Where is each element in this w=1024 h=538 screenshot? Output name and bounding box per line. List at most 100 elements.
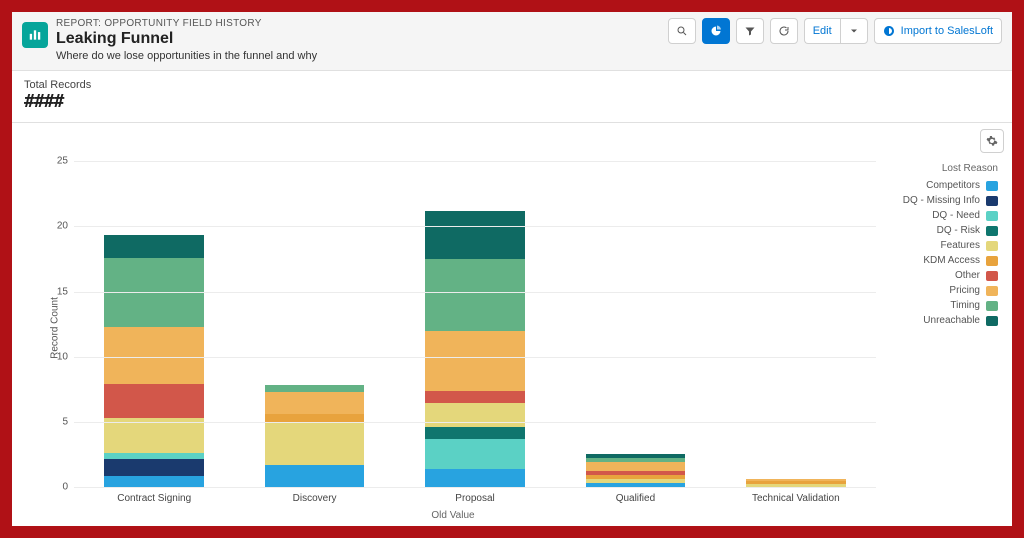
gridline (74, 226, 876, 227)
legend-item[interactable]: Competitors (886, 180, 998, 191)
bar-segment[interactable] (104, 235, 203, 258)
legend-item[interactable]: Timing (886, 300, 998, 311)
bar-segment[interactable] (425, 439, 524, 469)
legend-label: DQ - Risk (937, 225, 980, 236)
edit-button-group: Edit (804, 18, 868, 44)
legend-item[interactable]: Unreachable (886, 315, 998, 326)
bar-segment[interactable] (104, 384, 203, 418)
chart-icon (710, 25, 722, 37)
legend-label: Other (955, 270, 980, 281)
import-label: Import to SalesLoft (901, 25, 993, 37)
bar-column: Contract Signing (74, 161, 234, 487)
bar-segment[interactable] (104, 327, 203, 384)
outer-frame: REPORT: OPPORTUNITY FIELD HISTORY Leakin… (0, 0, 1024, 538)
bar-segment[interactable] (265, 392, 364, 414)
filter-button[interactable] (736, 18, 764, 44)
refresh-icon (778, 25, 790, 37)
bar-segment[interactable] (425, 403, 524, 427)
legend-item[interactable]: DQ - Need (886, 210, 998, 221)
gridline (74, 357, 876, 358)
bar-segment[interactable] (104, 418, 203, 452)
legend-swatch (986, 181, 998, 191)
legend-label: KDM Access (923, 255, 980, 266)
y-tick-label: 0 (62, 482, 68, 493)
legend-item[interactable]: Pricing (886, 285, 998, 296)
edit-button[interactable]: Edit (804, 18, 840, 44)
legend-item[interactable]: DQ - Missing Info (886, 195, 998, 206)
legend-item[interactable]: DQ - Risk (886, 225, 998, 236)
y-tick-label: 10 (57, 351, 68, 362)
metric-label: Total Records (24, 79, 1000, 91)
gridline (74, 422, 876, 423)
search-icon (676, 25, 688, 37)
bar-segment[interactable] (104, 459, 203, 476)
chevron-down-icon (848, 25, 860, 37)
chart-settings-button[interactable] (980, 129, 1004, 153)
bar-segment[interactable] (425, 211, 524, 259)
legend-label: Competitors (926, 180, 980, 191)
legend-label: DQ - Need (932, 210, 980, 221)
gridline (74, 161, 876, 162)
legend-label: Pricing (949, 285, 980, 296)
y-tick-label: 25 (57, 156, 68, 167)
legend-swatch (986, 301, 998, 311)
bar-segment[interactable] (425, 427, 524, 439)
bar-segment[interactable] (586, 462, 685, 470)
legend-title: Lost Reason (886, 163, 998, 174)
stacked-bar[interactable] (265, 305, 364, 488)
legend-item[interactable]: Other (886, 270, 998, 281)
chart-panel: Record Count Contract SigningDiscoveryPr… (12, 123, 1012, 526)
y-tick-label: 15 (57, 286, 68, 297)
gridline (74, 487, 876, 488)
bar-segment[interactable] (425, 259, 524, 331)
stacked-bar[interactable] (746, 435, 845, 487)
bar-segment[interactable] (265, 385, 364, 392)
bar-column: Discovery (234, 161, 394, 487)
x-tick-label: Technical Validation (684, 493, 909, 504)
legend-swatch (986, 286, 998, 296)
gridline (74, 292, 876, 293)
report-header: REPORT: OPPORTUNITY FIELD HISTORY Leakin… (12, 12, 1012, 71)
legend-swatch (986, 196, 998, 206)
stacked-bar[interactable] (586, 383, 685, 487)
bar-segment[interactable] (265, 465, 364, 487)
chart-toggle-button[interactable] (702, 18, 730, 44)
bar-segment[interactable] (425, 331, 524, 391)
report-title: Leaking Funnel (56, 29, 262, 48)
metric-value: #### (24, 91, 1000, 112)
edit-menu-button[interactable] (840, 18, 868, 44)
legend-swatch (986, 241, 998, 251)
bar-segment[interactable] (265, 422, 364, 466)
metric-bar: Total Records #### (12, 71, 1012, 123)
y-tick-label: 20 (57, 221, 68, 232)
stacked-bar[interactable] (104, 200, 203, 487)
y-tick-label: 5 (62, 417, 68, 428)
search-button[interactable] (668, 18, 696, 44)
legend: Lost Reason Competitors DQ - Missing Info… (886, 129, 1004, 526)
report-type-icon (22, 22, 48, 48)
page: REPORT: OPPORTUNITY FIELD HISTORY Leakin… (12, 12, 1012, 526)
bar-segment[interactable] (104, 476, 203, 487)
legend-swatch (986, 256, 998, 266)
report-kicker: REPORT: OPPORTUNITY FIELD HISTORY (56, 18, 262, 29)
legend-item[interactable]: Features (886, 240, 998, 251)
legend-label: DQ - Missing Info (903, 195, 980, 206)
legend-label: Unreachable (923, 315, 980, 326)
gear-icon (986, 135, 998, 147)
import-salesloft-button[interactable]: Import to SalesLoft (874, 18, 1002, 44)
report-subtitle: Where do we lose opportunities in the fu… (56, 50, 1002, 62)
bar-segment[interactable] (425, 469, 524, 487)
legend-label: Features (941, 240, 980, 251)
stacked-bar[interactable] (425, 187, 524, 487)
bars-row: Contract SigningDiscoveryProposalQualifi… (74, 161, 876, 487)
legend-item[interactable]: KDM Access (886, 255, 998, 266)
plot-grid: Contract SigningDiscoveryProposalQualifi… (74, 161, 876, 487)
legend-swatch (986, 316, 998, 326)
legend-swatch (986, 271, 998, 281)
legend-label: Timing (950, 300, 980, 311)
refresh-button[interactable] (770, 18, 798, 44)
bar-segment[interactable] (265, 414, 364, 421)
bar-column: Qualified (555, 161, 715, 487)
bar-segment[interactable] (425, 391, 524, 403)
chart-plot: Record Count Contract SigningDiscoveryPr… (20, 129, 886, 526)
